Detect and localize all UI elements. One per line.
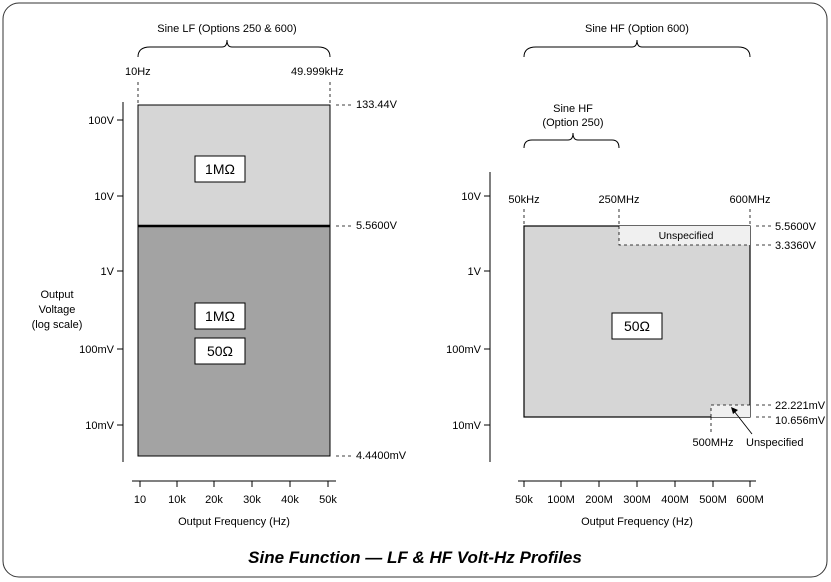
lf-x-tick-label-1: 10: [134, 494, 146, 506]
lf-level-label-top: 133.44V: [356, 99, 398, 111]
hf-freq-label-250mhz: 250MHz: [599, 194, 640, 206]
lf-heading: Sine LF (Options 250 & 600): [157, 23, 296, 35]
hf-impedance-box: [611, 312, 663, 340]
hf-x-axis-label: Output Frequency (Hz): [581, 516, 693, 528]
hf-unspecified-bottom-arrow: [733, 410, 753, 435]
hf-heading-brace: [523, 39, 751, 58]
hf-unspecified-bottom-region: [711, 405, 750, 417]
hf-level-label-4: 10.656mV: [775, 415, 826, 427]
lf-lower-impedance-label-2: 50Ω: [207, 343, 233, 359]
hf-sub-heading-line-1: Sine HF: [553, 103, 593, 115]
hf-freq-label-600mhz: 600MHz: [730, 194, 771, 206]
hf-unspecified-top-region: [619, 226, 750, 245]
hf-level-label-3: 22.221mV: [775, 400, 826, 412]
hf-x-tick-label-3: 200M: [585, 494, 613, 506]
lf-y-tick-label-3: 1V: [101, 266, 115, 278]
hf-y-tick-label-1: 10V: [461, 191, 481, 203]
hf-x-tick-label-6: 500M: [699, 494, 727, 506]
hf-x-tick-label-5: 400M: [661, 494, 689, 506]
lf-freq-end-label: 49.999kHz: [291, 66, 344, 78]
hf-y-tick-label-4: 10mV: [452, 420, 481, 432]
hf-sub-heading-brace: [523, 132, 620, 149]
hf-level-label-2: 3.3360V: [775, 240, 817, 252]
hf-unspecified-top-outline: [618, 226, 750, 246]
lf-y-tick-label-4: 100mV: [79, 344, 115, 356]
hf-freq-label-50khz: 50kHz: [508, 194, 539, 206]
lf-x-tick-label-5: 40k: [281, 494, 299, 506]
lf-freq-start-label: 10Hz: [125, 66, 151, 78]
lf-lower-impedance-box-2: [194, 337, 246, 365]
lf-heading-brace: [137, 39, 331, 58]
y-axis-label-line-3: (log scale): [32, 319, 83, 331]
lf-level-label-mid: 5.5600V: [356, 220, 398, 232]
hf-unspecified-bottom-arrowhead: [731, 407, 738, 414]
hf-x-tick-label-4: 300M: [623, 494, 651, 506]
hf-panel: Sine HF (Option 600) Sine HF (Option 250…: [446, 23, 826, 528]
y-axis-label-line-1: Output: [40, 289, 73, 301]
lf-upper-impedance-label: 1MΩ: [205, 161, 235, 177]
lf-y-tick-label-2: 10V: [94, 191, 114, 203]
lf-y-tick-label-1: 100V: [88, 115, 114, 127]
lf-lower-impedance-label-1: 1MΩ: [205, 308, 235, 324]
hf-y-tick-label-2: 1V: [468, 266, 482, 278]
lf-x-tick-label-2: 10k: [168, 494, 186, 506]
lf-x-tick-label-3: 20k: [205, 494, 223, 506]
hf-unspecified-bottom-label: Unspecified: [746, 437, 803, 449]
lf-upper-impedance-box: [194, 155, 246, 183]
lf-y-tick-label-5: 10mV: [85, 420, 114, 432]
hf-y-tick-label-3: 100mV: [446, 344, 482, 356]
lf-level-label-bottom: 4.4400mV: [356, 450, 407, 462]
hf-x-tick-label-1: 50k: [515, 494, 533, 506]
lf-x-axis-label: Output Frequency (Hz): [178, 516, 290, 528]
hf-x-tick-label-2: 100M: [547, 494, 575, 506]
hf-sub-heading-line-2: (Option 250): [542, 117, 603, 129]
hf-impedance-label: 50Ω: [624, 318, 650, 334]
hf-heading: Sine HF (Option 600): [585, 23, 689, 35]
hf-x-tick-label-7: 600M: [736, 494, 764, 506]
hf-level-label-1: 5.5600V: [775, 221, 817, 233]
figure-title: Sine Function — LF & HF Volt-Hz Profiles: [248, 548, 582, 567]
y-axis-label-line-2: Voltage: [39, 304, 76, 316]
hf-500mhz-label: 500MHz: [693, 437, 734, 449]
lf-x-tick-label-6: 50k: [319, 494, 337, 506]
lf-panel: Sine LF (Options 250 & 600) 10Hz 49.999k…: [32, 23, 407, 528]
hf-unspecified-top-label: Unspecified: [659, 230, 714, 242]
hf-unspecified-bottom-outline: [710, 404, 750, 417]
lf-x-tick-label-4: 30k: [243, 494, 261, 506]
lf-lower-impedance-box-1: [194, 302, 246, 330]
